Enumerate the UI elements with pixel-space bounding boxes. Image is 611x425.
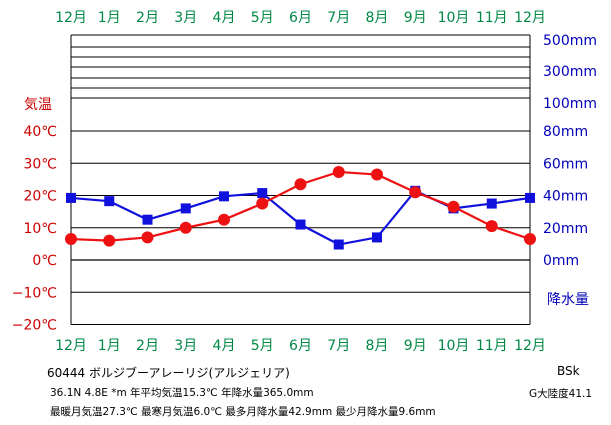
precipitation-axis-title: 降水量 [547, 292, 589, 308]
temperature-tick-label: 10℃ [23, 221, 57, 237]
month-label-bottom: 1月 [98, 338, 121, 354]
precipitation-tick-label: 0mm [543, 253, 579, 269]
temperature-point [409, 186, 422, 199]
month-label-top: 5月 [251, 10, 274, 26]
temperature-point [371, 168, 383, 181]
month-label-top: 11月 [476, 10, 508, 26]
temperature-axis-ticks: 40℃ 30℃ 20℃ 10℃ 0℃ −10℃ −20℃ [12, 124, 57, 334]
month-label-bottom: 12月 [514, 338, 546, 354]
temperature-tick-label: 30℃ [23, 156, 57, 172]
precipitation-line [70, 189, 531, 246]
month-label-bottom: 4月 [213, 338, 236, 354]
month-label-bottom: 3月 [174, 338, 197, 354]
month-label-top: 12月 [514, 10, 546, 26]
climate-class: BSk [557, 364, 580, 378]
precipitation-point [333, 239, 344, 250]
temperature-point [218, 213, 230, 226]
temperature-point [524, 233, 536, 246]
temperature-point [103, 234, 116, 247]
continentality-index: G大陸度41.1 [529, 388, 593, 400]
month-label-bottom: 10月 [438, 338, 470, 354]
station-name: 60444 ボルジブーアレーリジ(アルジェリア) [47, 366, 290, 380]
precipitation-tick-label: 40mm [543, 189, 588, 205]
precipitation-point [257, 188, 268, 199]
month-label-top: 1月 [98, 10, 121, 26]
temperature-point [332, 165, 345, 178]
month-label-top: 2月 [136, 10, 159, 26]
temperature-point [294, 178, 307, 191]
precipitation-tick-label: 500mm [543, 33, 597, 49]
temperature-tick-label: 40℃ [23, 124, 57, 140]
month-labels-top: 12月 1月 2月 3月 4月 5月 6月 7月 8月 9月 10月 11月 12月 [55, 10, 546, 26]
month-label-top: 12月 [55, 10, 87, 26]
month-label-top: 8月 [366, 10, 389, 26]
month-label-bottom: 8月 [366, 338, 389, 354]
precipitation-point [372, 232, 382, 243]
precipitation-tick-label: 20mm [543, 221, 588, 237]
month-label-bottom: 5月 [251, 338, 274, 354]
precipitation-point [66, 192, 76, 203]
temperature-point [485, 220, 498, 233]
temperature-axis-title: 気温 [24, 97, 52, 113]
precipitation-point [525, 192, 535, 203]
month-label-bottom: 12月 [55, 338, 87, 354]
temperature-tick-label: −10℃ [12, 285, 57, 301]
temperature-point [179, 221, 192, 234]
temperature-tick-label: 0℃ [32, 253, 57, 269]
temperature-point [447, 200, 460, 213]
month-label-top: 4月 [213, 10, 236, 26]
month-label-top: 3月 [174, 10, 197, 26]
month-label-bottom: 7月 [327, 338, 350, 354]
station-extremes: 最暖月気温27.3℃ 最寒月気温6.0℃ 最多月降水量42.9mm 最少月降水量… [50, 406, 436, 418]
temperature-point [65, 233, 77, 246]
precipitation-point [486, 198, 497, 209]
precipitation-tick-label: 300mm [543, 64, 597, 80]
precipitation-point [142, 214, 153, 225]
month-labels-bottom: 12月 1月 2月 3月 4月 5月 6月 7月 8月 9月 10月 11月 12月 [55, 338, 546, 354]
month-label-top: 7月 [327, 10, 350, 26]
month-label-top: 6月 [289, 10, 312, 26]
month-label-bottom: 2月 [136, 338, 159, 354]
station-summary: 36.1N 4.8E *m 年平均気温15.3℃ 年降水量365.0mm [50, 387, 314, 399]
precipitation-point [104, 196, 115, 207]
temperature-point [141, 231, 154, 244]
precipitation-point [219, 191, 229, 202]
month-label-bottom: 9月 [404, 338, 427, 354]
precipitation-tick-label: 60mm [543, 156, 588, 172]
precipitation-point [295, 219, 306, 230]
precipitation-tick-label: 80mm [543, 124, 588, 140]
precipitation-point [180, 203, 191, 214]
month-label-top: 10月 [438, 10, 470, 26]
month-label-bottom: 11月 [476, 338, 508, 354]
temperature-tick-label: 20℃ [23, 189, 57, 205]
month-label-top: 9月 [404, 10, 427, 26]
temperature-series [65, 165, 536, 247]
month-label-bottom: 6月 [289, 338, 312, 354]
precipitation-axis-ticks: 500mm 300mm 100mm 80mm 60mm 40mm 20mm 0mm [543, 33, 597, 269]
precipitation-tick-label: 100mm [543, 96, 597, 112]
temperature-tick-label: −20℃ [12, 318, 57, 334]
temperature-point [256, 197, 269, 210]
